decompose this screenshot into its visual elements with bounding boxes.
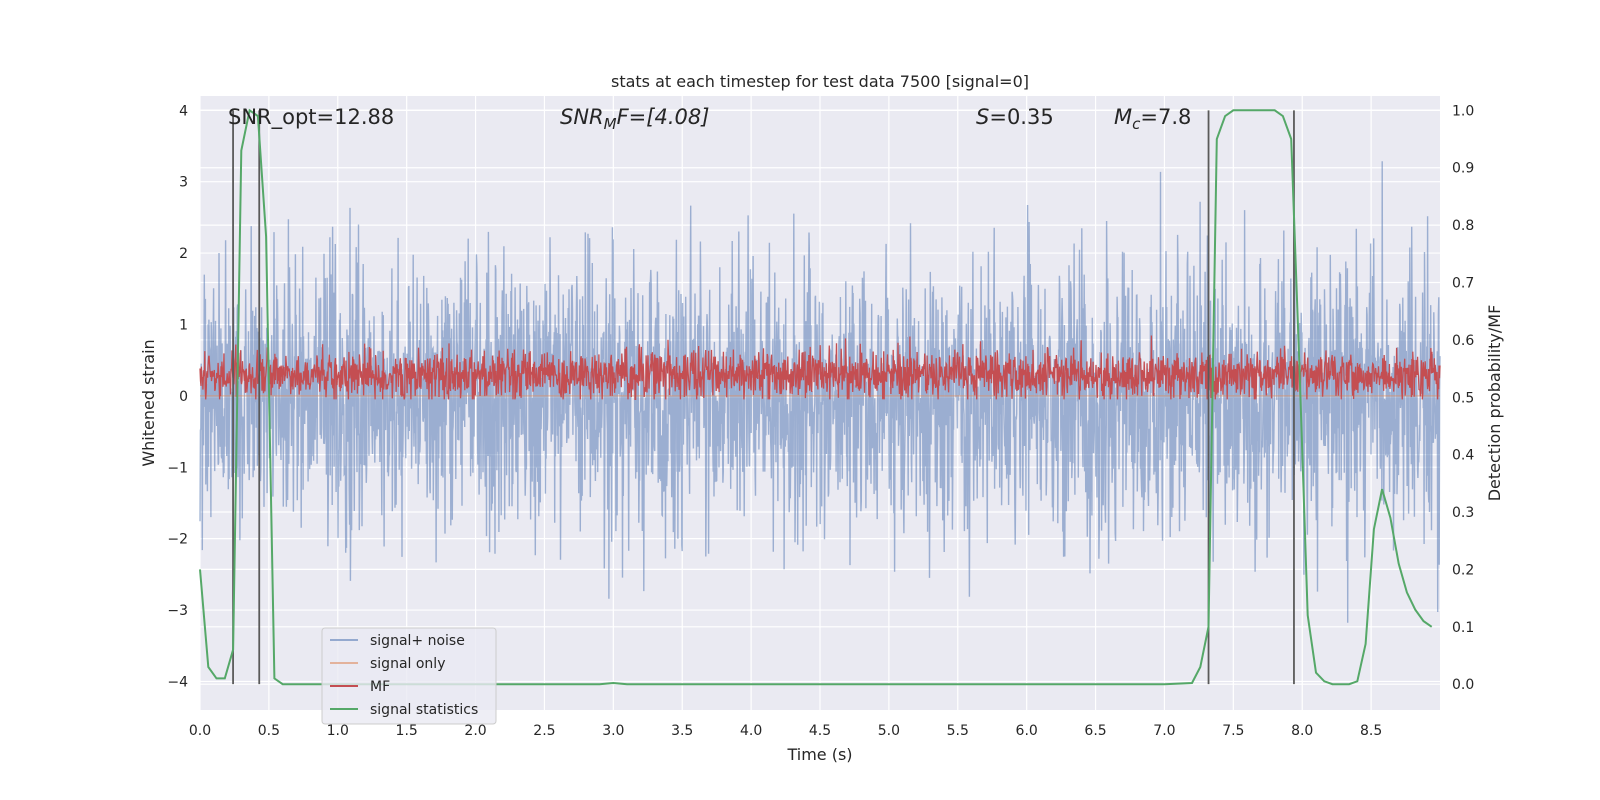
y-right-tick-label-6: 0.6 [1452,333,1474,349]
y-left-tick-label-7: 3 [179,175,188,191]
y-axis-label-left: Whitened strain [139,339,158,466]
y-right-tick-label-9: 0.9 [1452,161,1474,177]
y-right-tick-label-8: 0.8 [1452,218,1474,234]
tick-labels: 0.0 0.5 1.0 1.5 2.0 2.5 3.0 3.5 4.0 4.5 5.0 5.5 6.0 6… [167,103,1474,739]
x-tick-label-1: 0.5 [258,723,280,739]
x-tick-label-7: 3.5 [671,723,693,739]
y-right-tick-label-4: 0.4 [1452,448,1474,464]
y-left-tick-label-8: 4 [179,103,188,119]
series-signal-noise [199,161,1441,623]
x-tick-label-11: 5.5 [947,723,969,739]
signal-noise-line [199,161,1441,623]
y-right-tick-label-7: 0.7 [1452,275,1474,291]
x-tick-label-3: 1.5 [396,723,418,739]
x-tick-label-2: 1.0 [327,723,349,739]
legend-label-signal-noise: signal+ noise [370,633,465,649]
legend-label-mf: MF [370,679,390,695]
annotation-s: S=0.35 [976,105,1054,129]
y-right-tick-label-0: 0.0 [1452,677,1474,693]
mf-line [199,335,1441,401]
x-tick-label-0: 0.0 [189,723,211,739]
y-left-tick-label-4: 0 [179,389,188,405]
y-right-tick-label-10: 1.0 [1452,103,1474,119]
legend: signal+ noise signal only MF signal stat… [321,627,497,725]
y-left-tick-label-2: −2 [167,532,188,548]
x-tick-label-4: 2.0 [464,723,486,739]
y-right-tick-label-5: 0.5 [1452,390,1474,406]
y-left-tick-label-1: −3 [167,603,188,619]
x-tick-label-10: 5.0 [878,723,900,739]
x-tick-label-17: 8.5 [1360,723,1382,739]
x-tick-label-16: 8.0 [1291,723,1313,739]
y-left-tick-label-0: −4 [167,674,188,690]
y-right-tick-label-1: 0.1 [1452,620,1474,636]
y-right-tick-label-3: 0.3 [1452,505,1474,521]
annotation-snr-opt: SNR_opt=12.88 [228,105,394,130]
series-signal-statistics [199,108,1433,686]
chart-title: stats at each timestep for test data 750… [611,72,1029,91]
y-left-tick-label-3: −1 [167,460,188,476]
y-right-tick-label-2: 0.2 [1452,562,1474,578]
legend-label-signal-only: signal only [370,656,445,672]
x-tick-label-6: 3.0 [602,723,624,739]
signal-statistics-line [199,108,1433,686]
x-tick-label-5: 2.5 [533,723,555,739]
series-mf [199,335,1441,401]
vertical-markers [232,110,1295,685]
legend-label-signal-statistics: signal statistics [370,702,478,718]
x-axis-label: Time (s) [786,745,852,764]
legend-box [321,627,497,725]
annotation-snr-mf: SNRMF=[4.08] [560,105,709,133]
x-tick-label-12: 6.0 [1016,723,1038,739]
annotation-mc: Mc=7.8 [1114,105,1191,133]
x-tick-label-14: 7.0 [1153,723,1175,739]
x-tick-label-9: 4.5 [809,723,831,739]
y-left-tick-label-5: 1 [179,317,188,333]
x-tick-label-8: 4.0 [740,723,762,739]
x-tick-label-15: 7.5 [1222,723,1244,739]
y-axis-label-right: Detection probability/MF [1485,305,1504,502]
x-tick-label-13: 6.5 [1084,723,1106,739]
y-left-tick-label-6: 2 [179,246,188,262]
